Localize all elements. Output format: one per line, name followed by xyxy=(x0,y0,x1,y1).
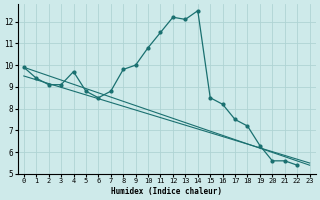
X-axis label: Humidex (Indice chaleur): Humidex (Indice chaleur) xyxy=(111,187,222,196)
